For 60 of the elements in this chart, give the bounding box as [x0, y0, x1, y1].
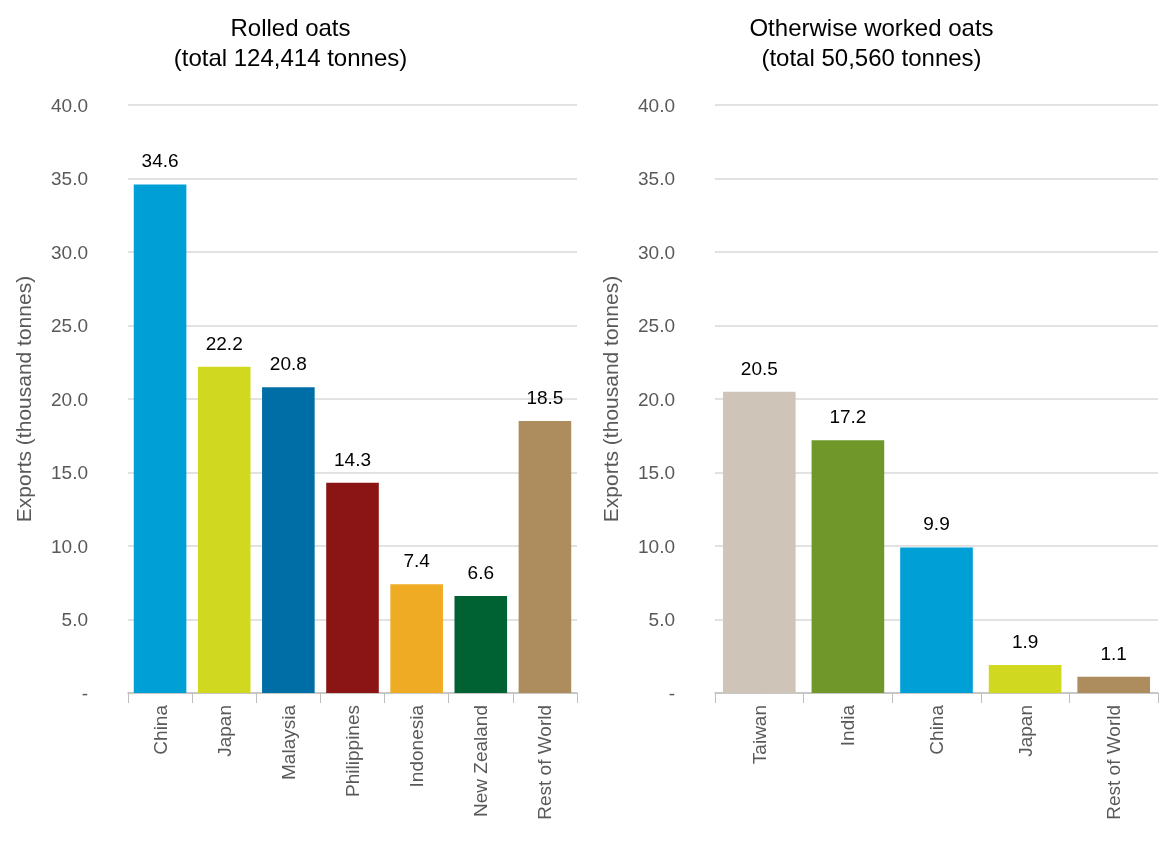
bar — [722, 391, 796, 693]
data-label: 20.8 — [269, 353, 307, 375]
data-label: 1.1 — [1100, 642, 1127, 664]
y-tick-label: 40.0 — [638, 94, 675, 116]
y-tick-label: 30.0 — [638, 241, 675, 263]
y-tick-label: 20.0 — [638, 388, 675, 410]
data-label: 9.9 — [923, 513, 950, 535]
y-tick-label: 25.0 — [51, 315, 88, 336]
y-axis-title: Exports (thousand tonnes) — [599, 275, 622, 523]
data-label: 20.5 — [740, 357, 778, 379]
x-tick-label: India — [837, 704, 859, 747]
bar — [900, 547, 973, 693]
y-tick-label: - — [81, 682, 88, 704]
data-label: 34.6 — [141, 150, 179, 172]
x-tick-label: Indonesia — [406, 704, 428, 788]
y-tick-label: 15.0 — [51, 462, 88, 483]
y-tick-label: 5.0 — [61, 609, 88, 630]
y-tick-label: - — [668, 682, 675, 704]
x-tick-label: China — [149, 704, 171, 755]
x-tick-label: China — [926, 704, 947, 755]
y-tick-label: 15.0 — [638, 462, 675, 483]
bar — [1077, 676, 1151, 693]
y-tick-label: 35.0 — [51, 168, 88, 189]
x-tick-label: Malaysia — [277, 704, 299, 780]
bar — [326, 482, 379, 693]
chart-subtitle: (total 124,414 tonnes) — [173, 43, 408, 71]
bar — [518, 421, 572, 693]
bar — [133, 184, 187, 693]
y-tick-label: 40.0 — [51, 94, 88, 116]
x-tick-label: Taiwan — [748, 705, 770, 765]
y-axis-title: Exports (thousand tonnes) — [12, 275, 35, 523]
x-tick-label: Rest of World — [534, 705, 556, 820]
bar — [988, 665, 1062, 693]
data-label: 18.5 — [526, 387, 564, 409]
bar — [197, 366, 251, 693]
bar — [262, 387, 315, 693]
y-tick-label: 35.0 — [638, 168, 675, 189]
bar — [454, 595, 508, 693]
data-label: 17.2 — [829, 406, 867, 428]
data-label: 14.3 — [334, 448, 371, 470]
x-tick-label: Rest of World — [1103, 705, 1125, 820]
x-tick-label: New Zealand — [470, 705, 492, 817]
y-tick-label: 10.0 — [638, 535, 675, 557]
y-tick-label: 5.0 — [648, 609, 675, 630]
bar — [390, 584, 443, 693]
y-tick-label: 25.0 — [638, 315, 675, 336]
chart-title: Otherwise worked oats — [749, 13, 994, 41]
data-label: 7.4 — [403, 550, 431, 572]
chart-title: Rolled oats — [230, 13, 351, 41]
bar — [811, 440, 885, 693]
y-tick-label: 30.0 — [51, 241, 88, 263]
data-label: 22.2 — [205, 332, 243, 354]
x-tick-label: Japan — [213, 705, 235, 757]
data-label: 6.6 — [467, 561, 494, 583]
x-tick-label: Philippines — [342, 705, 363, 797]
y-tick-label: 20.0 — [51, 388, 88, 410]
x-tick-label: Japan — [1014, 705, 1036, 757]
y-tick-label: 10.0 — [51, 535, 88, 557]
chart-subtitle: (total 50,560 tonnes) — [761, 43, 982, 71]
data-label: 1.9 — [1011, 631, 1039, 653]
